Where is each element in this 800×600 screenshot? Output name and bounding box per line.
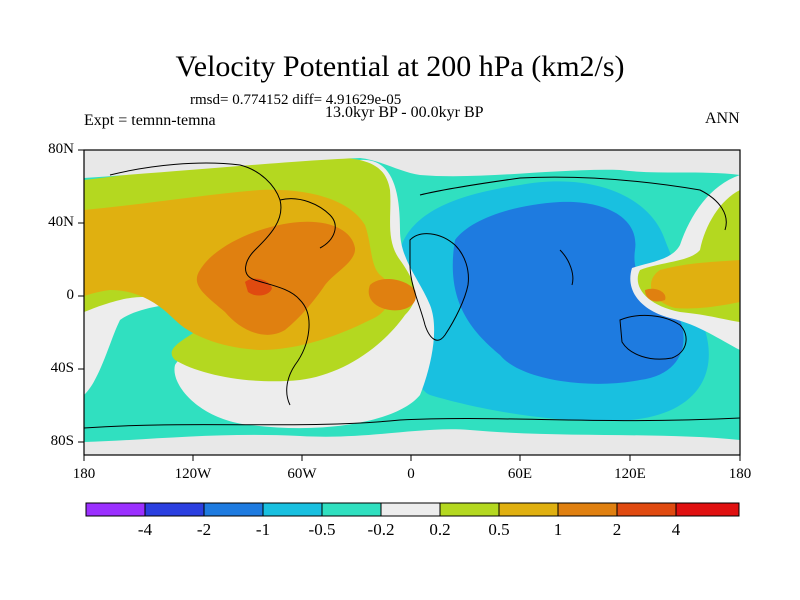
land-mask xyxy=(84,429,740,455)
colorbar-swatch xyxy=(262,502,323,517)
axis-ticks xyxy=(78,149,741,461)
lon-tick-label: 180 xyxy=(728,466,752,482)
colorbar-swatch xyxy=(85,502,146,517)
lon-tick-label: 0 xyxy=(407,466,415,482)
antarctica-coast xyxy=(84,417,740,429)
colorbar-swatch xyxy=(557,502,618,517)
colorbar-label: -0.2 xyxy=(367,520,395,539)
colorbar-label: -0.5 xyxy=(308,520,336,539)
coastlines xyxy=(84,162,740,429)
colorbar-swatch xyxy=(439,502,500,517)
colorbar-swatch xyxy=(675,502,740,517)
colorbar-label: 0.5 xyxy=(488,520,510,539)
india-coast xyxy=(559,249,574,286)
colorbar-label: 0.2 xyxy=(429,520,451,539)
season-label: ANN xyxy=(705,110,740,127)
colorbar-label: -1 xyxy=(255,520,271,539)
colorbar-swatch xyxy=(203,502,264,517)
colorbar-swatch xyxy=(380,502,441,517)
lat-tick-label: 40S xyxy=(50,360,74,376)
colorbar-swatch xyxy=(144,502,205,517)
colorbar-label: 4 xyxy=(671,520,681,539)
colorbar-label: 2 xyxy=(612,520,622,539)
colorbar-swatch xyxy=(321,502,382,517)
lon-tick-label: 60E xyxy=(507,466,533,482)
lon-tick-label: 120E xyxy=(614,466,646,482)
lat-tick-label: 80N xyxy=(48,141,74,157)
field-lobe xyxy=(651,260,740,309)
field-lobe xyxy=(452,201,684,384)
lat-tick-label: 40N xyxy=(48,214,74,230)
colorbar xyxy=(85,502,740,517)
period-text: 13.0kyr BP - 00.0kyr BP xyxy=(325,104,484,121)
field-lobe xyxy=(645,288,666,302)
lat-tick-label: 0 xyxy=(66,287,75,303)
land-mask xyxy=(84,150,740,178)
colorbar-label: -2 xyxy=(196,520,212,539)
colorbar-swatch xyxy=(616,502,677,517)
experiment-label: Expt = temnn-temna xyxy=(84,112,216,129)
australia-coast xyxy=(619,315,687,360)
map-frame xyxy=(83,149,741,456)
africa-coast xyxy=(409,233,469,341)
eurasia-coast xyxy=(419,176,727,231)
lon-tick-label: 60W xyxy=(287,466,317,482)
north-america-coast xyxy=(279,198,336,249)
stats-text: rmsd= 0.774152 diff= 4.91629e-05 xyxy=(190,92,402,108)
colorbar-label: 1 xyxy=(553,520,563,539)
americas-coast xyxy=(109,162,310,406)
colorbar-label: -4 xyxy=(137,520,153,539)
map-panel xyxy=(84,150,740,455)
lon-tick-label: 180 xyxy=(72,466,96,482)
plot-title: Velocity Potential at 200 hPa (km2/s) xyxy=(175,50,625,83)
lon-tick-label: 120W xyxy=(174,466,212,482)
field-lobe xyxy=(196,221,356,335)
lat-tick-label: 80S xyxy=(50,433,74,449)
field-lobe xyxy=(368,278,416,311)
colorbar-swatch xyxy=(498,502,559,517)
